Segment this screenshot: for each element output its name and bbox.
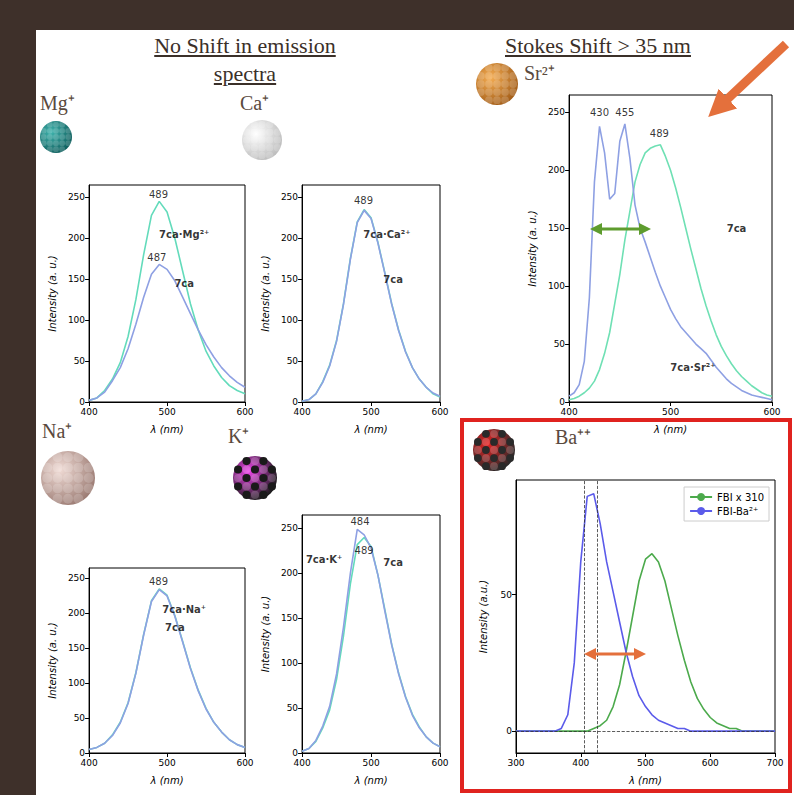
svg-text:400: 400 xyxy=(560,407,577,417)
svg-text:100: 100 xyxy=(68,678,85,688)
svg-text:489: 489 xyxy=(354,195,373,206)
svg-text:7ca·Sr²⁺: 7ca·Sr²⁺ xyxy=(670,362,715,373)
svg-text:430: 430 xyxy=(590,107,609,118)
svg-text:150: 150 xyxy=(548,223,565,233)
svg-text:500: 500 xyxy=(158,407,175,417)
svg-text:7ca: 7ca xyxy=(383,274,403,285)
svg-text:50: 50 xyxy=(287,703,299,713)
svg-text:600: 600 xyxy=(763,407,780,417)
svg-text:0: 0 xyxy=(79,748,85,758)
svg-text:600: 600 xyxy=(236,758,253,768)
svg-text:Intensity (a.u.): Intensity (a.u.) xyxy=(478,580,489,653)
svg-text:7ca·Na⁺: 7ca·Na⁺ xyxy=(162,604,206,615)
svg-text:100: 100 xyxy=(281,658,298,668)
svg-text:500: 500 xyxy=(362,758,379,768)
svg-text:600: 600 xyxy=(702,758,719,768)
svg-text:0: 0 xyxy=(292,748,298,758)
svg-text:400: 400 xyxy=(293,407,310,417)
html-text:Ca⁺: Ca⁺ xyxy=(240,92,270,114)
svg-text:300: 300 xyxy=(507,758,524,768)
svg-text:Intensity (a. u.): Intensity (a. u.) xyxy=(527,210,538,287)
svg-text:Intensity (a. u.): Intensity (a. u.) xyxy=(260,255,271,332)
svg-text:200: 200 xyxy=(68,233,85,243)
svg-text:7ca: 7ca xyxy=(727,223,747,234)
svg-text:150: 150 xyxy=(281,274,298,284)
svg-text:600: 600 xyxy=(431,758,448,768)
svg-text:600: 600 xyxy=(236,407,253,417)
svg-text:400: 400 xyxy=(293,758,310,768)
svg-text:700: 700 xyxy=(766,758,783,768)
svg-text:484: 484 xyxy=(350,516,369,527)
svg-text:50: 50 xyxy=(74,713,86,723)
svg-text:Intensity (a. u.): Intensity (a. u.) xyxy=(260,596,271,673)
svg-text:λ (nm): λ (nm) xyxy=(354,775,388,786)
svg-text:489: 489 xyxy=(650,128,669,139)
svg-text:Intensity (a. u.): Intensity (a. u.) xyxy=(47,255,58,332)
svg-text:FBI x 310: FBI x 310 xyxy=(717,492,764,503)
svg-text:200: 200 xyxy=(548,165,565,175)
svg-text:7ca: 7ca xyxy=(383,557,403,568)
svg-text:250: 250 xyxy=(281,192,298,202)
svg-text:7ca: 7ca xyxy=(174,278,194,289)
svg-text:200: 200 xyxy=(281,233,298,243)
svg-text:500: 500 xyxy=(662,407,679,417)
svg-text:150: 150 xyxy=(281,613,298,623)
svg-text:200: 200 xyxy=(281,568,298,578)
html-text:Stokes Shift > 35 nm: Stokes Shift > 35 nm xyxy=(505,33,691,58)
html-text:No Shift in emission spectra: No Shift in emission spectra xyxy=(154,33,336,86)
svg-text:487: 487 xyxy=(147,252,166,263)
svg-text:489: 489 xyxy=(355,545,374,556)
svg-text:50: 50 xyxy=(287,356,299,366)
svg-text:0: 0 xyxy=(292,397,298,407)
svg-text:100: 100 xyxy=(548,281,565,291)
svg-text:250: 250 xyxy=(68,573,85,583)
html-text:Sr²⁺: Sr²⁺ xyxy=(524,62,555,84)
svg-text:489: 489 xyxy=(149,189,168,200)
svg-text:0: 0 xyxy=(79,397,85,407)
svg-text:0: 0 xyxy=(506,726,512,736)
svg-text:0: 0 xyxy=(559,397,565,407)
svg-text:150: 150 xyxy=(68,643,85,653)
svg-text:50: 50 xyxy=(554,339,566,349)
svg-text:λ (nm): λ (nm) xyxy=(628,775,662,786)
svg-text:500: 500 xyxy=(158,758,175,768)
svg-text:FBI-Ba²⁺: FBI-Ba²⁺ xyxy=(717,506,758,517)
svg-text:7ca·K⁺: 7ca·K⁺ xyxy=(306,554,342,565)
svg-text:400: 400 xyxy=(80,758,97,768)
svg-text:λ (nm): λ (nm) xyxy=(653,424,687,435)
svg-text:500: 500 xyxy=(637,758,654,768)
svg-text:250: 250 xyxy=(548,107,565,117)
svg-text:Intensity (a. u.): Intensity (a. u.) xyxy=(47,622,58,699)
svg-text:7ca·Mg²⁺: 7ca·Mg²⁺ xyxy=(159,229,209,240)
svg-text:λ (nm): λ (nm) xyxy=(150,424,184,435)
svg-text:100: 100 xyxy=(281,315,298,325)
svg-text:7ca: 7ca xyxy=(165,622,185,633)
svg-text:50: 50 xyxy=(74,356,86,366)
html-text:Ba⁺⁺: Ba⁺⁺ xyxy=(555,426,592,448)
svg-text:400: 400 xyxy=(80,407,97,417)
svg-text:250: 250 xyxy=(68,192,85,202)
svg-text:7ca·Ca²⁺: 7ca·Ca²⁺ xyxy=(363,229,410,240)
svg-text:500: 500 xyxy=(362,407,379,417)
svg-text:λ (nm): λ (nm) xyxy=(150,775,184,786)
svg-text:400: 400 xyxy=(572,758,589,768)
html-text:Mg⁺: Mg⁺ xyxy=(40,92,75,114)
html-text:Na⁺: Na⁺ xyxy=(42,420,73,442)
svg-text:200: 200 xyxy=(68,608,85,618)
html-text:K⁺: K⁺ xyxy=(228,425,250,447)
svg-text:λ (nm): λ (nm) xyxy=(354,424,388,435)
svg-text:150: 150 xyxy=(68,274,85,284)
svg-text:455: 455 xyxy=(615,107,634,118)
svg-text:250: 250 xyxy=(281,523,298,533)
svg-text:100: 100 xyxy=(68,315,85,325)
svg-text:600: 600 xyxy=(431,407,448,417)
svg-text:489: 489 xyxy=(149,576,168,587)
svg-text:50: 50 xyxy=(501,590,513,600)
